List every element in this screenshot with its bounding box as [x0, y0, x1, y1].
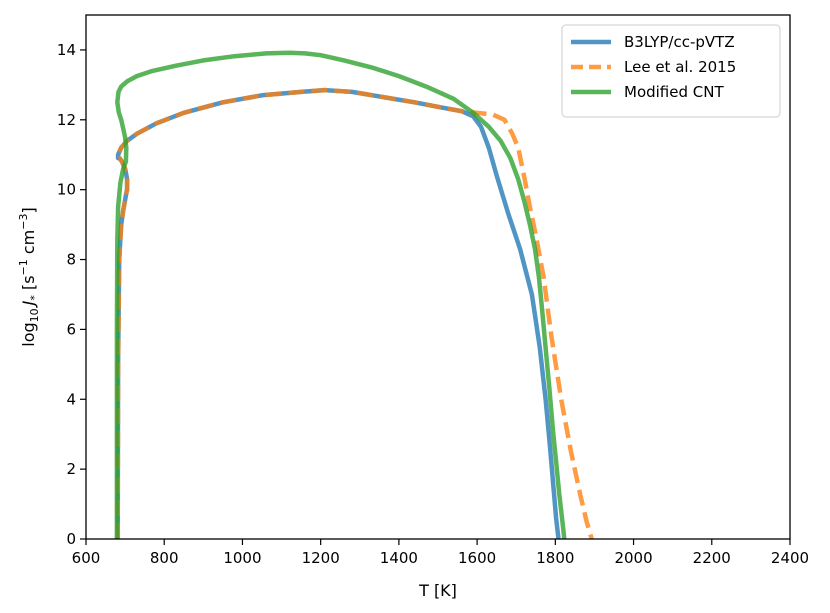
x-tick-label: 600	[72, 549, 101, 567]
legend-label-3: Modified CNT	[624, 83, 724, 101]
series-layer	[114, 50, 594, 539]
x-tick-label: 1600	[458, 549, 496, 567]
x-tick-label: 2000	[614, 549, 652, 567]
x-tick-label: 800	[150, 549, 179, 567]
x-tick-label: 1200	[302, 549, 340, 567]
x-axis: 600 800 1000 1200 1400 1600 1800 2000 2200 2400	[72, 539, 809, 567]
legend-box	[561, 24, 781, 118]
legend-entries: B3LYP/cc-pVTZ Lee et al. 2015 Modified CNT	[571, 33, 736, 101]
y-axis-label-exponent-1: −1	[17, 259, 30, 275]
y-tick-label: 10	[57, 181, 76, 199]
legend: B3LYP/cc-pVTZ Lee et al. 2015 Modified CNT	[561, 24, 781, 118]
y-tick-label: 14	[57, 41, 76, 59]
y-axis: 0 2 4 6 8 10 12 14	[57, 41, 86, 548]
plot-frame	[85, 14, 791, 540]
y-axis-label-exponent-2: −3	[17, 214, 30, 230]
y-tick-label: 0	[66, 530, 76, 548]
y-tick-label: 8	[66, 251, 76, 269]
series-line-2	[115, 87, 594, 539]
x-axis-label: T [K]	[418, 581, 457, 600]
x-tick-label: 2200	[693, 549, 731, 567]
y-axis-label-prefix: log	[19, 322, 38, 346]
y-tick-label: 12	[57, 111, 76, 129]
x-tick-label: 1800	[536, 549, 574, 567]
x-tick-label: 2400	[771, 549, 809, 567]
y-axis-label-subscript: 10	[28, 308, 41, 322]
x-tick-label: 1400	[380, 549, 418, 567]
y-axis-label: log10J* [s−1 cm−3]	[17, 207, 41, 346]
series-line-1	[115, 87, 561, 539]
y-axis-label-unit-close: ]	[19, 207, 38, 213]
y-axis-label-unit-open: [s	[19, 275, 38, 295]
legend-label-2: Lee et al. 2015	[624, 58, 736, 76]
y-axis-label-symbol-subscript: *	[28, 295, 41, 301]
y-axis-label-unit-mid: cm	[19, 230, 38, 259]
series-line-3	[114, 50, 567, 539]
y-tick-label: 6	[66, 320, 76, 338]
y-tick-label: 2	[66, 460, 76, 478]
legend-label-1: B3LYP/cc-pVTZ	[624, 33, 735, 51]
x-tick-label: 1000	[223, 549, 261, 567]
y-axis-label-symbol: J	[19, 300, 38, 308]
series-clip-group	[114, 50, 594, 539]
y-tick-label: 4	[66, 390, 76, 408]
